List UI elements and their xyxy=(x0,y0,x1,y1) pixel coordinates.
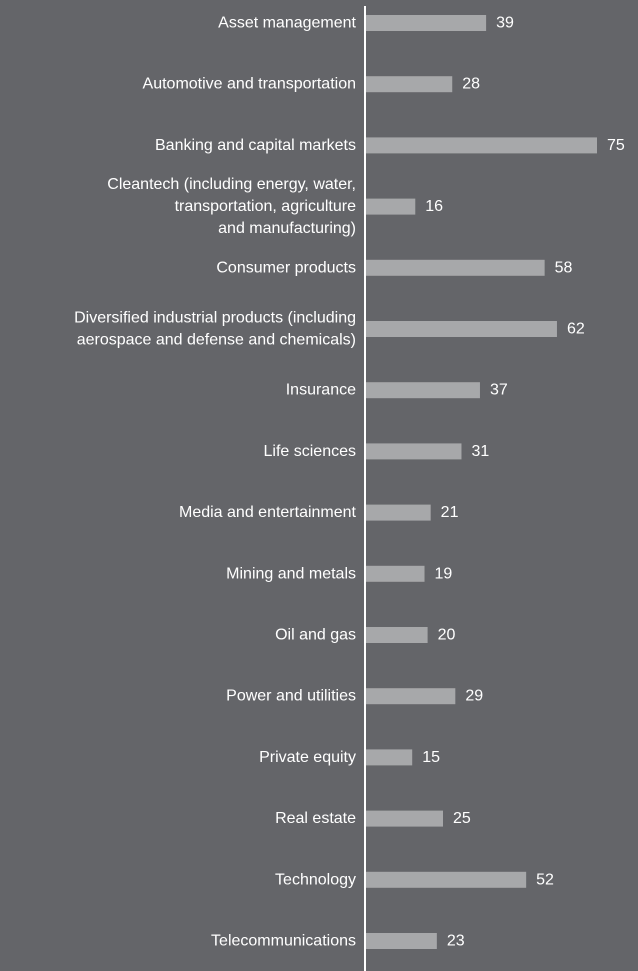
value-label: 23 xyxy=(447,933,465,950)
category-label-line: Mining and metals xyxy=(226,565,356,582)
category-label: Insurance xyxy=(286,382,356,399)
category-label-line: and manufacturing) xyxy=(218,220,356,237)
bar xyxy=(366,871,527,888)
category-label-line: aerospace and defense and chemicals) xyxy=(77,332,356,349)
category-label-line: Power and utilities xyxy=(226,688,356,705)
bar xyxy=(366,321,557,337)
category-label: Consumer products xyxy=(216,259,356,276)
value-label: 29 xyxy=(465,688,483,705)
category-label: Life sciences xyxy=(264,443,357,460)
category-label-line: Asset management xyxy=(218,15,356,32)
value-label: 20 xyxy=(438,627,456,644)
bar xyxy=(366,382,480,399)
value-label: 37 xyxy=(490,382,508,399)
bar xyxy=(366,443,462,460)
value-label: 28 xyxy=(462,76,480,93)
value-label: 52 xyxy=(536,871,554,888)
category-label-line: Private equity xyxy=(259,749,356,766)
category-label: Private equity xyxy=(259,749,356,766)
value-label: 39 xyxy=(496,15,514,32)
category-label: Technology xyxy=(275,871,356,888)
bar xyxy=(366,198,416,215)
value-label: 62 xyxy=(567,321,585,338)
category-label-line: Oil and gas xyxy=(275,627,356,644)
bar xyxy=(366,76,453,93)
value-label: 21 xyxy=(441,504,459,521)
category-label-line: Life sciences xyxy=(264,443,357,460)
category-label: Diversified industrial products (includi… xyxy=(74,310,356,349)
category-label-line: transportation, agriculture xyxy=(175,198,357,215)
bars-layer xyxy=(366,15,597,949)
category-label-line: Diversified industrial products (includi… xyxy=(74,310,356,327)
category-label-line: Technology xyxy=(275,871,356,888)
bar xyxy=(366,810,443,827)
bar xyxy=(366,137,597,154)
category-label-line: Cleantech (including energy, water, xyxy=(107,176,356,193)
value-label: 58 xyxy=(555,259,573,276)
bar xyxy=(366,15,487,31)
bar xyxy=(366,504,431,521)
category-label: Real estate xyxy=(275,810,356,827)
category-label: Automotive and transportation xyxy=(143,76,356,93)
category-label-line: Automotive and transportation xyxy=(143,76,356,93)
category-label-line: Banking and capital markets xyxy=(155,137,356,154)
category-label: Asset management xyxy=(218,15,356,32)
category-label-line: Media and entertainment xyxy=(179,504,357,521)
value-label: 25 xyxy=(453,810,471,827)
value-label: 15 xyxy=(422,749,440,766)
value-label: 75 xyxy=(607,137,625,154)
category-label: Mining and metals xyxy=(226,565,356,582)
category-label: Oil and gas xyxy=(275,627,356,644)
category-label: Media and entertainment xyxy=(179,504,357,521)
value-label: 31 xyxy=(471,443,489,460)
category-labels-layer: Asset management Automotive and transport… xyxy=(74,15,356,950)
bar xyxy=(366,749,413,766)
bar xyxy=(366,565,425,582)
bar xyxy=(366,627,428,643)
bar xyxy=(366,688,456,705)
bar xyxy=(366,259,545,276)
category-label: Power and utilities xyxy=(226,688,356,705)
category-label-line: Real estate xyxy=(275,810,356,827)
category-label-line: Telecommunications xyxy=(211,933,356,950)
category-label: Cleantech (including energy, water, trans… xyxy=(107,176,356,237)
value-labels-layer: 39 28 75 16 58 62 37 31 21 19 20 29 15 25 52 23 xyxy=(422,15,625,950)
value-label: 16 xyxy=(425,198,443,215)
category-label: Banking and capital markets xyxy=(155,137,356,154)
bar xyxy=(366,933,437,949)
category-label-line: Consumer products xyxy=(216,259,356,276)
value-label: 19 xyxy=(435,565,453,582)
category-label: Telecommunications xyxy=(211,933,356,950)
category-label-line: Insurance xyxy=(286,382,356,399)
